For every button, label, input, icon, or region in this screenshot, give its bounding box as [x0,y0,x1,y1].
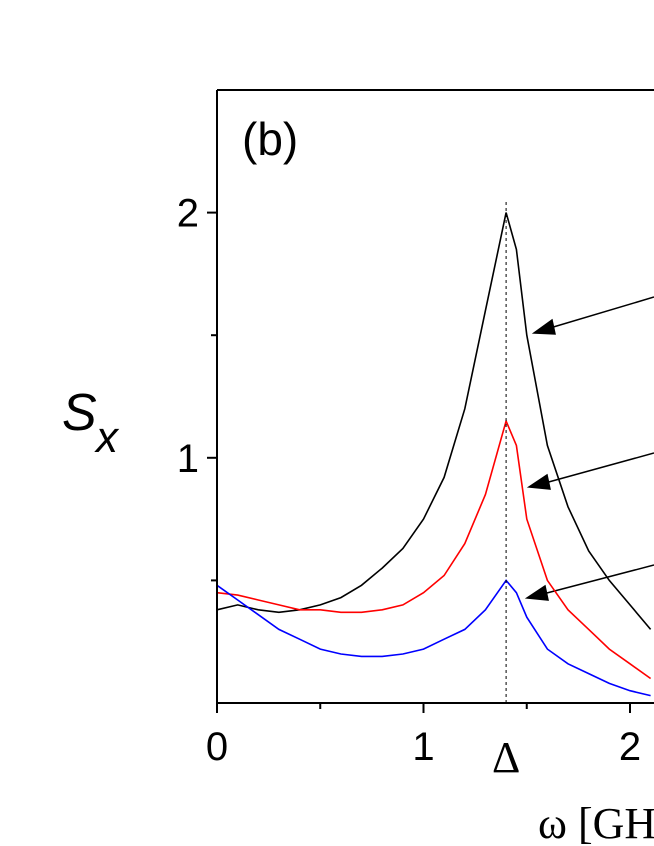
x-tick-label: 0 [206,725,228,769]
marker-label: Δ [492,733,520,782]
y-axis-label: S [62,384,97,442]
y-tick-label: 2 [177,192,199,236]
panel-label: (b) [242,113,298,165]
x-tick-label: 2 [619,725,641,769]
y-tick-label: 1 [177,437,199,481]
series-line [216,579,651,697]
series-line [216,212,652,630]
x-tick-label: 1 [412,725,434,769]
arrows [524,296,654,601]
y-axis-label-sub: x [94,413,120,462]
x-axis-label: ω [GHz] [538,799,654,846]
series-line [216,418,652,680]
